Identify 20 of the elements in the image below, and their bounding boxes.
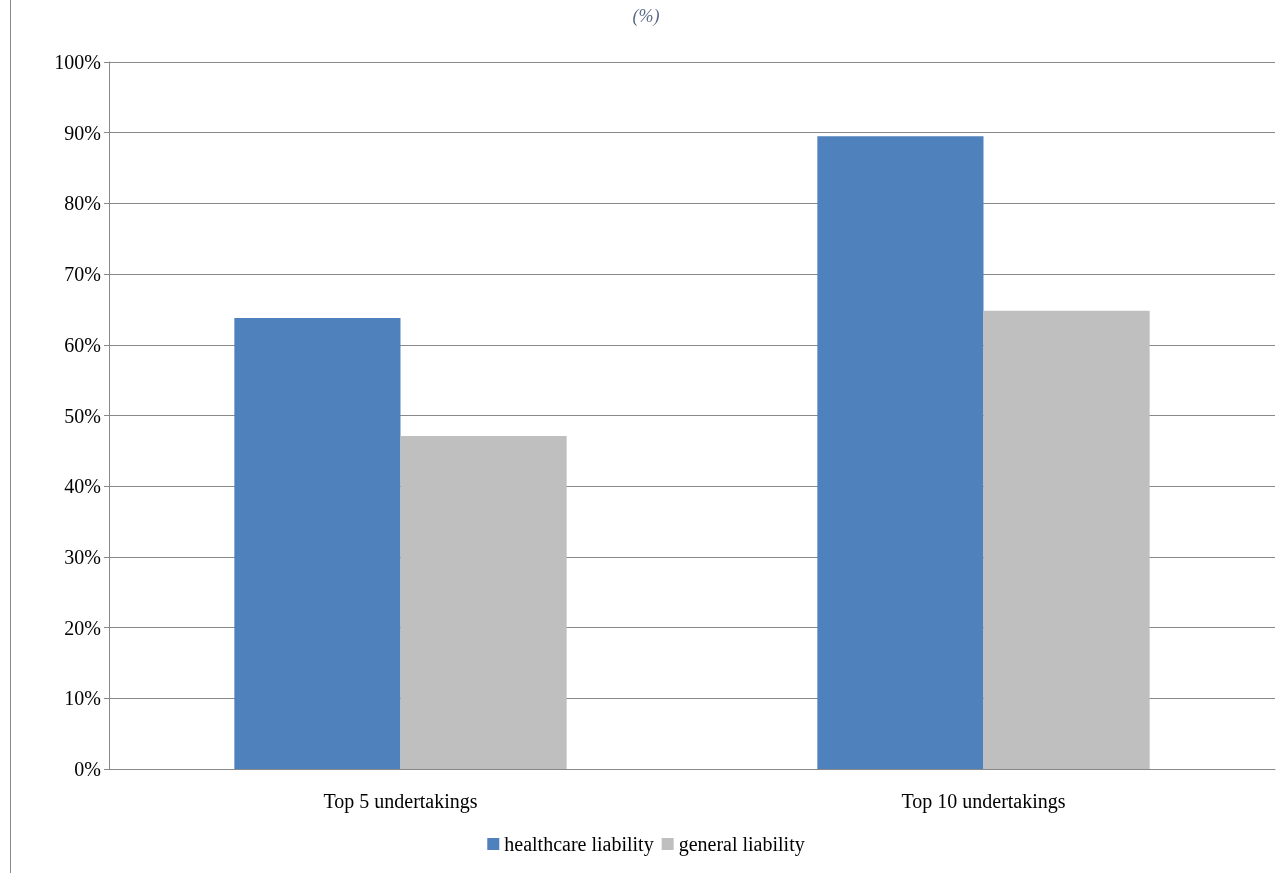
x-tick-label: Top 5 undertakings — [323, 790, 478, 813]
x-tick-label: Top 10 undertakings — [901, 790, 1066, 813]
legend-label: general liability — [678, 833, 805, 856]
y-tick-label: 20% — [64, 616, 101, 639]
bar — [817, 136, 984, 769]
bar — [983, 310, 1150, 769]
y-tick-label: 60% — [64, 333, 101, 356]
y-tick-label: 50% — [64, 404, 101, 427]
bar — [234, 317, 401, 769]
y-tick-label: 30% — [64, 545, 101, 568]
legend-label: healthcare liability — [504, 833, 654, 856]
bar — [400, 436, 567, 769]
chart-subtitle: (%) — [632, 6, 660, 27]
y-tick-label: 40% — [64, 475, 101, 498]
y-tick-label: 0% — [74, 758, 101, 780]
y-tick-label: 90% — [64, 121, 101, 144]
y-tick-label: 10% — [64, 687, 101, 710]
y-tick-label: 100% — [54, 51, 101, 73]
y-tick-label: 70% — [64, 263, 101, 286]
y-tick-label: 80% — [64, 192, 101, 215]
